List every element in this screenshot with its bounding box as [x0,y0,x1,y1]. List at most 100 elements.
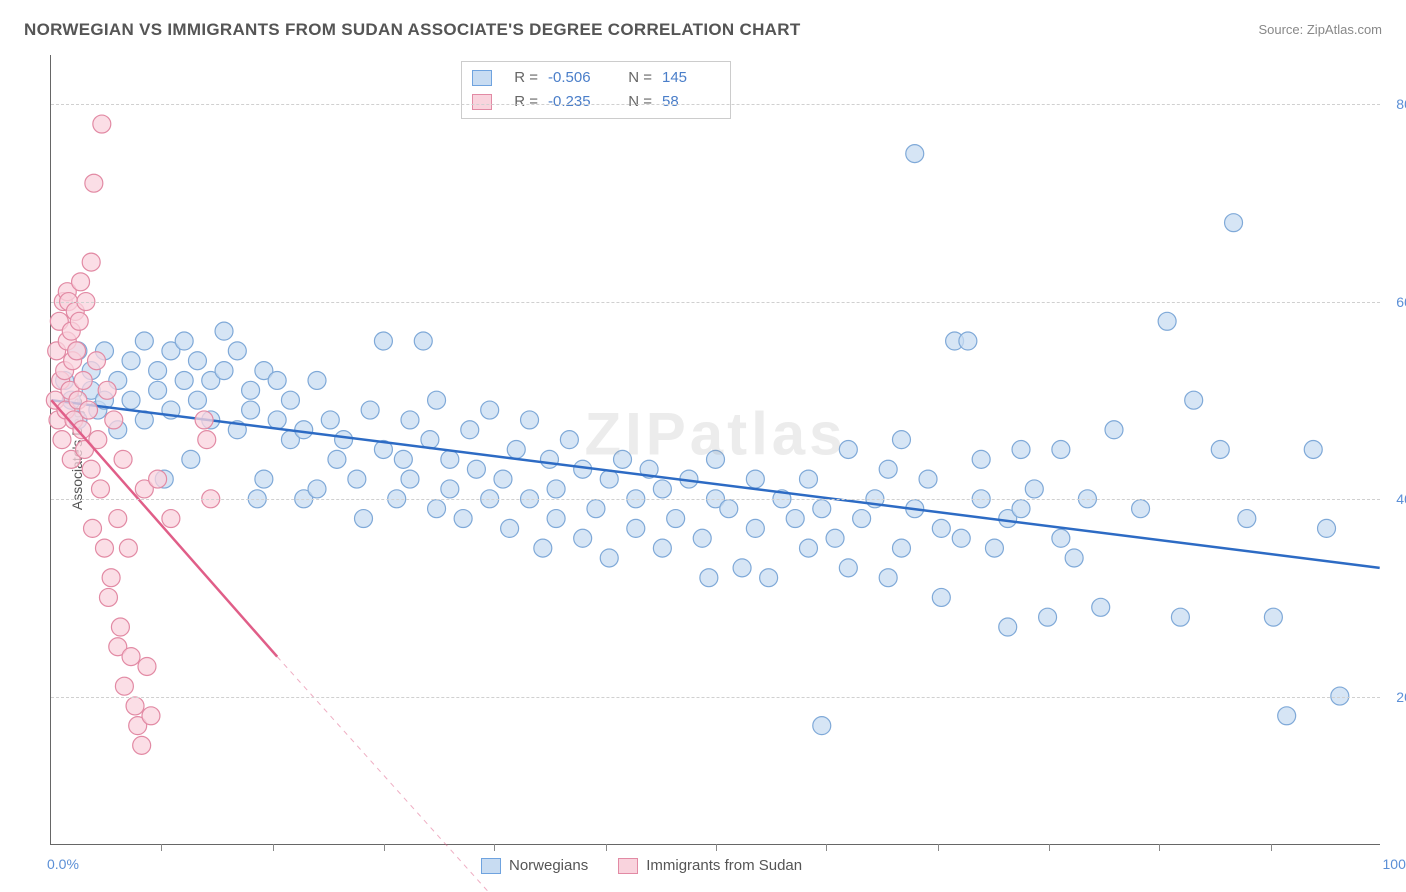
data-point [122,648,140,666]
data-point [507,441,525,459]
data-point [501,519,519,537]
data-point [53,431,71,449]
data-point [1092,598,1110,616]
data-point [135,332,153,350]
legend-n-value-2: 58 [662,90,720,114]
data-point [454,510,472,528]
data-point [321,411,339,429]
data-point [122,391,140,409]
data-point [175,332,193,350]
data-point [786,510,804,528]
data-point [115,677,133,695]
x-tick [716,844,717,851]
trend-line [51,400,1379,568]
data-point [401,470,419,488]
data-point [1158,312,1176,330]
swatch-pink-icon [618,858,638,874]
data-point [999,618,1017,636]
data-point [242,381,260,399]
data-point [1012,441,1030,459]
data-point [534,539,552,557]
x-axis-end: 100.0% [1383,856,1406,872]
legend-n-value-1: 145 [662,66,720,90]
data-point [839,441,857,459]
data-point [85,174,103,192]
data-point [919,470,937,488]
legend-stats: R = -0.506 N = 145 R = -0.235 N = 58 [461,61,731,119]
data-point [102,569,120,587]
data-point [95,539,113,557]
data-point [879,569,897,587]
legend-bottom: Norwegians Immigrants from Sudan [481,857,802,874]
legend-n-label: N = [616,90,652,114]
data-point [182,450,200,468]
data-point [600,470,618,488]
x-tick [606,844,607,851]
data-point [892,539,910,557]
data-point [228,342,246,360]
data-point [84,519,102,537]
data-point [733,559,751,577]
data-point [374,332,392,350]
data-point [122,352,140,370]
data-point [461,421,479,439]
data-point [932,588,950,606]
data-point [547,480,565,498]
data-point [467,460,485,478]
legend-r-label: R = [502,66,538,90]
legend-r-label: R = [502,90,538,114]
legend-label: Norwegians [509,857,588,874]
data-point [82,253,100,271]
data-point [547,510,565,528]
data-point [560,431,578,449]
legend-label: Immigrants from Sudan [646,857,802,874]
data-point [600,549,618,567]
data-point [149,470,167,488]
data-point [1012,500,1030,518]
data-point [441,480,459,498]
data-point [972,450,990,468]
data-point [799,470,817,488]
data-point [879,460,897,478]
source-label: Source: ZipAtlas.com [1258,22,1382,37]
data-point [361,401,379,419]
data-point [521,411,539,429]
legend-stats-row-2: R = -0.235 N = 58 [472,90,720,114]
data-point [667,510,685,528]
data-point [985,539,1003,557]
swatch-blue-icon [481,858,501,874]
swatch-blue-icon [472,70,492,86]
x-tick [273,844,274,851]
data-point [587,500,605,518]
data-point [68,342,86,360]
data-point [80,401,98,419]
data-point [88,352,106,370]
data-point [126,697,144,715]
data-point [335,431,353,449]
data-point [175,371,193,389]
data-point [1225,214,1243,232]
legend-item-norwegians: Norwegians [481,857,588,874]
data-point [142,707,160,725]
data-point [92,480,110,498]
legend-r-value-2: -0.235 [548,90,606,114]
data-point [138,657,156,675]
legend-item-sudan: Immigrants from Sudan [618,857,802,874]
data-point [932,519,950,537]
y-tick-label: 80.0% [1396,96,1406,112]
data-point [746,470,764,488]
data-point [1278,707,1296,725]
data-point [428,500,446,518]
data-point [133,736,151,754]
data-point [119,539,137,557]
data-point [1039,608,1057,626]
data-point [1171,608,1189,626]
data-point [111,618,129,636]
data-point [74,371,92,389]
trend-line-extension [277,657,490,892]
data-point [268,371,286,389]
data-point [82,460,100,478]
data-point [195,411,213,429]
data-point [1264,608,1282,626]
x-tick [938,844,939,851]
